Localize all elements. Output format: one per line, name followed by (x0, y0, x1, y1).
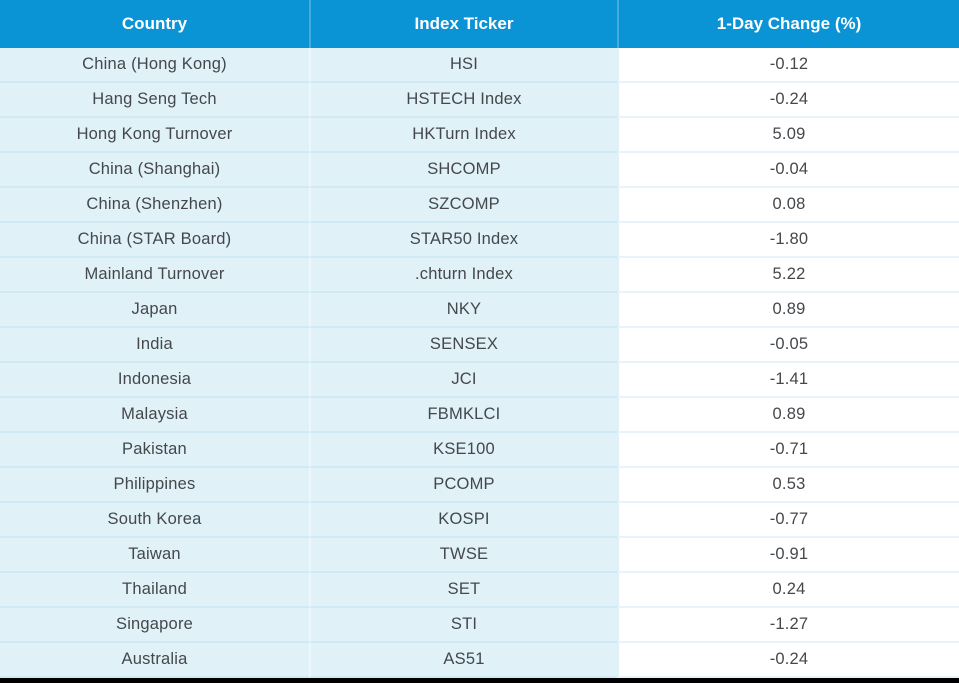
ticker-cell: STAR50 Index (309, 223, 617, 258)
change-cell: -0.05 (617, 328, 959, 363)
ticker-cell: AS51 (309, 643, 617, 678)
ticker-cell: PCOMP (309, 468, 617, 503)
table-row: Singapore STI -1.27 (0, 608, 959, 643)
change-cell: -0.24 (617, 643, 959, 678)
country-cell: Singapore (0, 608, 309, 643)
change-cell: 0.08 (617, 188, 959, 223)
country-cell: Indonesia (0, 363, 309, 398)
ticker-cell: TWSE (309, 538, 617, 573)
country-cell: Philippines (0, 468, 309, 503)
ticker-cell: SZCOMP (309, 188, 617, 223)
table-row: China (Hong Kong) HSI -0.12 (0, 48, 959, 83)
change-cell: 5.22 (617, 258, 959, 293)
table-row: Japan NKY 0.89 (0, 293, 959, 328)
ticker-cell: HKTurn Index (309, 118, 617, 153)
change-cell: 0.53 (617, 468, 959, 503)
country-cell: Japan (0, 293, 309, 328)
country-cell: Pakistan (0, 433, 309, 468)
change-cell: -0.12 (617, 48, 959, 83)
country-cell: Malaysia (0, 398, 309, 433)
table-body: China (Hong Kong) HSI -0.12 Hang Seng Tech H… (0, 48, 959, 678)
header-row: Country Index Ticker 1-Day Change (%) (0, 0, 959, 48)
country-cell: Australia (0, 643, 309, 678)
ticker-cell: KSE100 (309, 433, 617, 468)
table-row: Taiwan TWSE -0.91 (0, 538, 959, 573)
col-header-1-day-change: 1-Day Change (%) (617, 0, 959, 48)
table-row: Hang Seng Tech HSTECH Index -0.24 (0, 83, 959, 118)
country-cell: China (Shenzhen) (0, 188, 309, 223)
ticker-cell: KOSPI (309, 503, 617, 538)
table-row: China (Shanghai) SHCOMP -0.04 (0, 153, 959, 188)
table-row: Australia AS51 -0.24 (0, 643, 959, 678)
table-row: Philippines PCOMP 0.53 (0, 468, 959, 503)
table-row: Malaysia FBMKLCI 0.89 (0, 398, 959, 433)
ticker-cell: .chturn Index (309, 258, 617, 293)
ticker-cell: NKY (309, 293, 617, 328)
country-cell: China (Shanghai) (0, 153, 309, 188)
ticker-cell: SENSEX (309, 328, 617, 363)
table-row: Thailand SET 0.24 (0, 573, 959, 608)
country-cell: Thailand (0, 573, 309, 608)
table-row: Hong Kong Turnover HKTurn Index 5.09 (0, 118, 959, 153)
ticker-cell: HSI (309, 48, 617, 83)
country-cell: China (Hong Kong) (0, 48, 309, 83)
table-row: Indonesia JCI -1.41 (0, 363, 959, 398)
country-cell: Hong Kong Turnover (0, 118, 309, 153)
ticker-cell: HSTECH Index (309, 83, 617, 118)
col-header-index-ticker: Index Ticker (309, 0, 617, 48)
change-cell: -1.41 (617, 363, 959, 398)
ticker-cell: JCI (309, 363, 617, 398)
country-cell: Hang Seng Tech (0, 83, 309, 118)
ticker-cell: SET (309, 573, 617, 608)
change-cell: -0.77 (617, 503, 959, 538)
change-cell: 0.89 (617, 293, 959, 328)
table-header: Country Index Ticker 1-Day Change (%) (0, 0, 959, 48)
table-row: China (STAR Board) STAR50 Index -1.80 (0, 223, 959, 258)
ticker-cell: STI (309, 608, 617, 643)
table-row: Mainland Turnover .chturn Index 5.22 (0, 258, 959, 293)
country-cell: Taiwan (0, 538, 309, 573)
table-row: South Korea KOSPI -0.77 (0, 503, 959, 538)
change-cell: 0.24 (617, 573, 959, 608)
country-cell: Mainland Turnover (0, 258, 309, 293)
change-cell: -1.80 (617, 223, 959, 258)
change-cell: -0.91 (617, 538, 959, 573)
change-cell: 0.89 (617, 398, 959, 433)
ticker-cell: SHCOMP (309, 153, 617, 188)
bottom-border-bar (0, 678, 959, 683)
change-cell: -1.27 (617, 608, 959, 643)
change-cell: -0.24 (617, 83, 959, 118)
change-cell: -0.04 (617, 153, 959, 188)
col-header-country: Country (0, 0, 309, 48)
country-cell: China (STAR Board) (0, 223, 309, 258)
country-cell: South Korea (0, 503, 309, 538)
change-cell: 5.09 (617, 118, 959, 153)
table-row: India SENSEX -0.05 (0, 328, 959, 363)
table-row: Pakistan KSE100 -0.71 (0, 433, 959, 468)
table-row: China (Shenzhen) SZCOMP 0.08 (0, 188, 959, 223)
country-cell: India (0, 328, 309, 363)
ticker-cell: FBMKLCI (309, 398, 617, 433)
change-cell: -0.71 (617, 433, 959, 468)
